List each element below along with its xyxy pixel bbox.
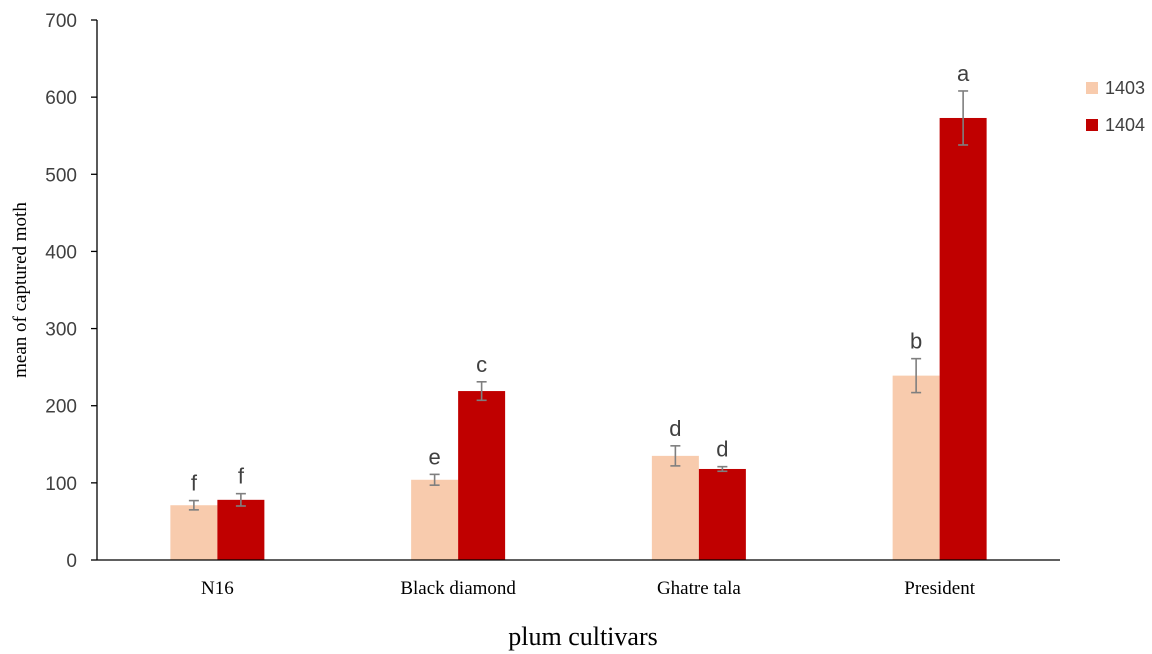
error-bars (188, 90, 969, 511)
y-tick-label: 700 (45, 11, 77, 32)
legend: 1403 1404 (1086, 78, 1145, 135)
x-category-label: N16 (201, 578, 234, 599)
significance-letter: f (191, 471, 198, 496)
bar-1404-n16 (217, 499, 265, 560)
significance-labels: f f e c d d b a (191, 61, 970, 496)
legend-label-1404: 1404 (1105, 115, 1145, 135)
bar-1403-n16 (170, 505, 218, 560)
significance-letter: c (476, 352, 487, 377)
y-tick-label: 200 (45, 397, 77, 418)
significance-letter: a (957, 61, 970, 86)
y-tick-label: 300 (45, 320, 77, 341)
x-category-label: Ghatre tala (657, 578, 741, 599)
bar-1403-ghatre-tala (651, 455, 699, 560)
y-tick-label: 100 (45, 474, 77, 495)
bars (170, 117, 987, 560)
bar-1404-black-diamond (458, 391, 506, 560)
y-axis-ticks: 0 100 200 300 400 500 600 700 (45, 11, 97, 572)
bar-1403-black-diamond (411, 479, 459, 560)
bar-1404-ghatre-tala (698, 468, 746, 560)
significance-letter: e (429, 444, 441, 469)
significance-letter: b (910, 329, 922, 354)
significance-letter: d (716, 437, 728, 462)
y-tick-label: 0 (66, 551, 77, 572)
x-axis-categories: N16 Black diamond Ghatre tala President (201, 578, 976, 599)
legend-swatch-1404 (1086, 119, 1098, 131)
y-tick-label: 500 (45, 165, 77, 186)
legend-swatch-1403 (1086, 82, 1098, 94)
x-category-label: President (904, 578, 975, 599)
x-axis-title: plum cultivars (508, 622, 657, 651)
bar-1404-president (939, 117, 987, 560)
significance-letter: d (669, 416, 681, 441)
y-tick-label: 600 (45, 88, 77, 109)
y-tick-label: 400 (45, 242, 77, 263)
legend-label-1403: 1403 (1105, 78, 1145, 98)
bar-1403-president (892, 375, 940, 560)
y-axis-title: mean of captured moth (10, 202, 31, 378)
significance-letter: f (238, 464, 245, 489)
x-category-label: Black diamond (400, 578, 516, 599)
